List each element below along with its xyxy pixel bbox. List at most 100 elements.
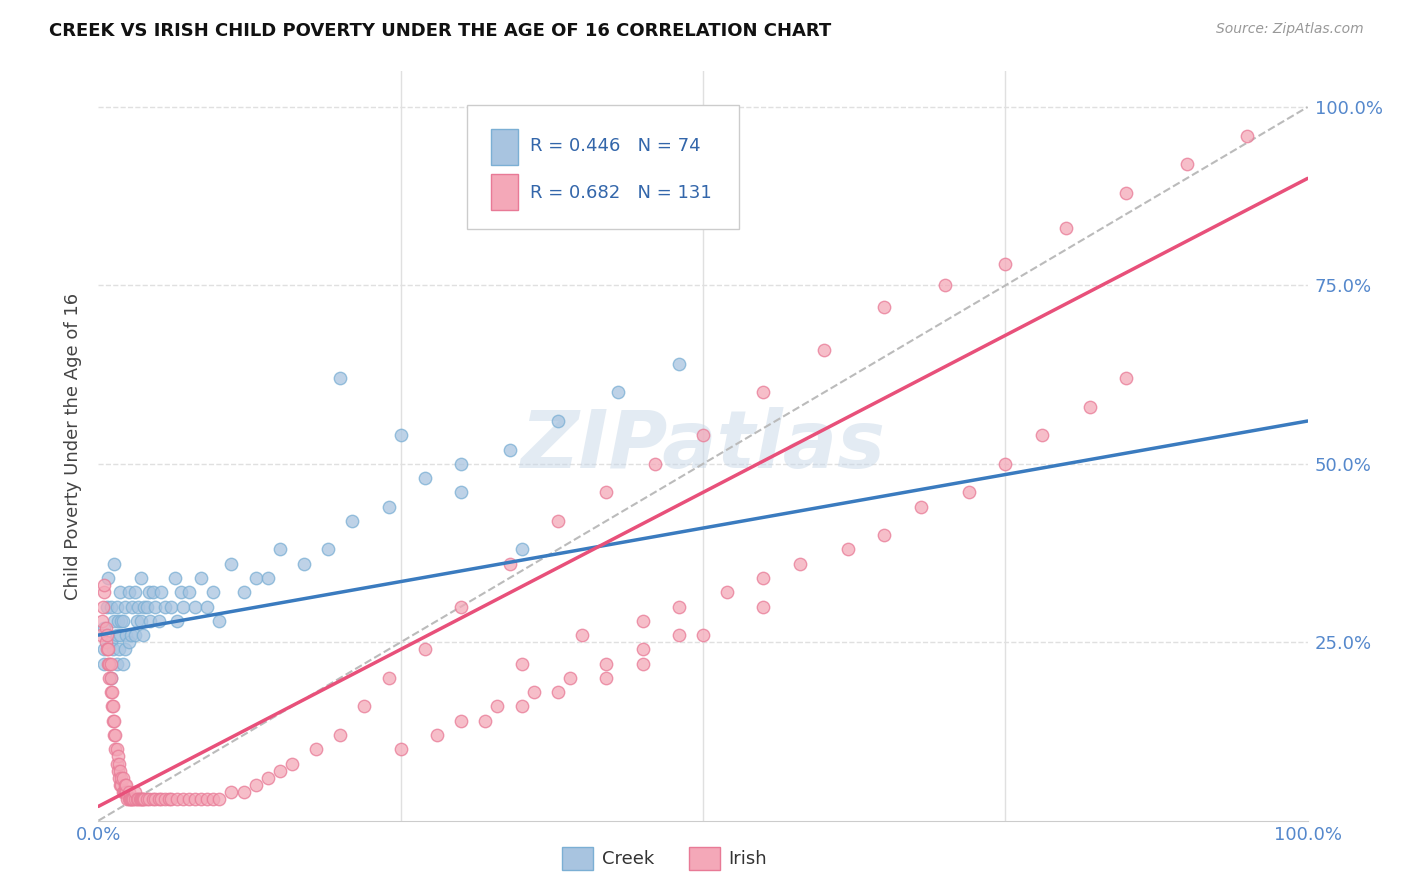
Point (256, 771, 278, 785)
Point (100, 671, 122, 685)
Point (292, 557, 315, 571)
Text: R = 0.682   N = 131: R = 0.682 N = 131 (530, 184, 711, 202)
Point (910, 500, 932, 514)
Point (342, 514, 364, 528)
Point (157, 792, 180, 806)
Point (179, 585, 201, 599)
Point (91, 599, 114, 614)
Point (139, 614, 162, 628)
Point (426, 728, 449, 742)
Point (1236, 128, 1258, 143)
Point (114, 778, 136, 792)
Point (166, 614, 188, 628)
Point (104, 742, 127, 756)
Point (172, 599, 194, 614)
Point (1054, 221, 1077, 235)
Point (281, 756, 304, 771)
Point (353, 699, 375, 714)
Point (316, 542, 339, 557)
Point (128, 792, 150, 806)
Point (114, 599, 136, 614)
Point (94, 635, 117, 649)
Point (103, 714, 125, 728)
Point (108, 771, 131, 785)
Point (153, 599, 176, 614)
Point (498, 557, 520, 571)
Point (752, 385, 775, 400)
Point (103, 557, 125, 571)
Point (692, 628, 714, 642)
Point (131, 792, 153, 806)
Point (115, 628, 138, 642)
Point (103, 614, 125, 628)
Point (1031, 428, 1053, 442)
Point (134, 599, 156, 614)
Point (124, 792, 146, 806)
Point (101, 642, 124, 657)
Point (94, 621, 117, 635)
Point (111, 614, 134, 628)
Point (789, 557, 811, 571)
Point (1115, 186, 1137, 200)
Point (389, 742, 412, 756)
Point (256, 571, 278, 585)
Point (127, 792, 149, 806)
Point (115, 785, 138, 799)
Point (202, 792, 225, 806)
Point (179, 792, 201, 806)
Point (377, 500, 399, 514)
Point (97, 657, 120, 671)
Point (93, 585, 115, 599)
Point (148, 614, 170, 628)
Point (873, 300, 896, 314)
Point (100, 671, 122, 685)
Point (132, 628, 155, 642)
Point (98, 671, 121, 685)
Point (1175, 157, 1198, 171)
Point (93, 657, 115, 671)
Point (129, 792, 152, 806)
Point (377, 671, 399, 685)
Point (98, 657, 121, 671)
Point (120, 792, 142, 806)
Point (124, 785, 146, 799)
Point (644, 457, 666, 471)
Point (107, 764, 129, 778)
Text: Creek: Creek (602, 850, 654, 868)
Point (93, 578, 115, 592)
Point (111, 657, 134, 671)
Point (96, 628, 118, 642)
Point (195, 792, 218, 806)
Point (143, 792, 166, 806)
Point (127, 614, 149, 628)
Point (450, 457, 472, 471)
Point (129, 614, 152, 628)
Point (134, 792, 156, 806)
Point (957, 485, 980, 500)
Point (108, 628, 131, 642)
Point (96, 599, 118, 614)
Point (221, 785, 243, 799)
Point (142, 792, 165, 806)
Point (510, 699, 533, 714)
Bar (492, 129, 517, 165)
Point (107, 749, 129, 764)
Point (100, 685, 122, 699)
Point (245, 778, 267, 792)
Point (117, 792, 139, 806)
Point (153, 792, 176, 806)
Point (118, 635, 141, 649)
Point (163, 571, 186, 585)
Point (413, 642, 436, 657)
Point (668, 599, 690, 614)
Point (100, 635, 122, 649)
Text: R = 0.446   N = 74: R = 0.446 N = 74 (530, 137, 700, 155)
Point (668, 628, 690, 642)
Point (474, 714, 496, 728)
Point (595, 485, 617, 500)
Point (111, 785, 134, 799)
Point (138, 792, 160, 806)
Point (118, 585, 141, 599)
Point (547, 414, 569, 428)
Point (115, 778, 138, 792)
